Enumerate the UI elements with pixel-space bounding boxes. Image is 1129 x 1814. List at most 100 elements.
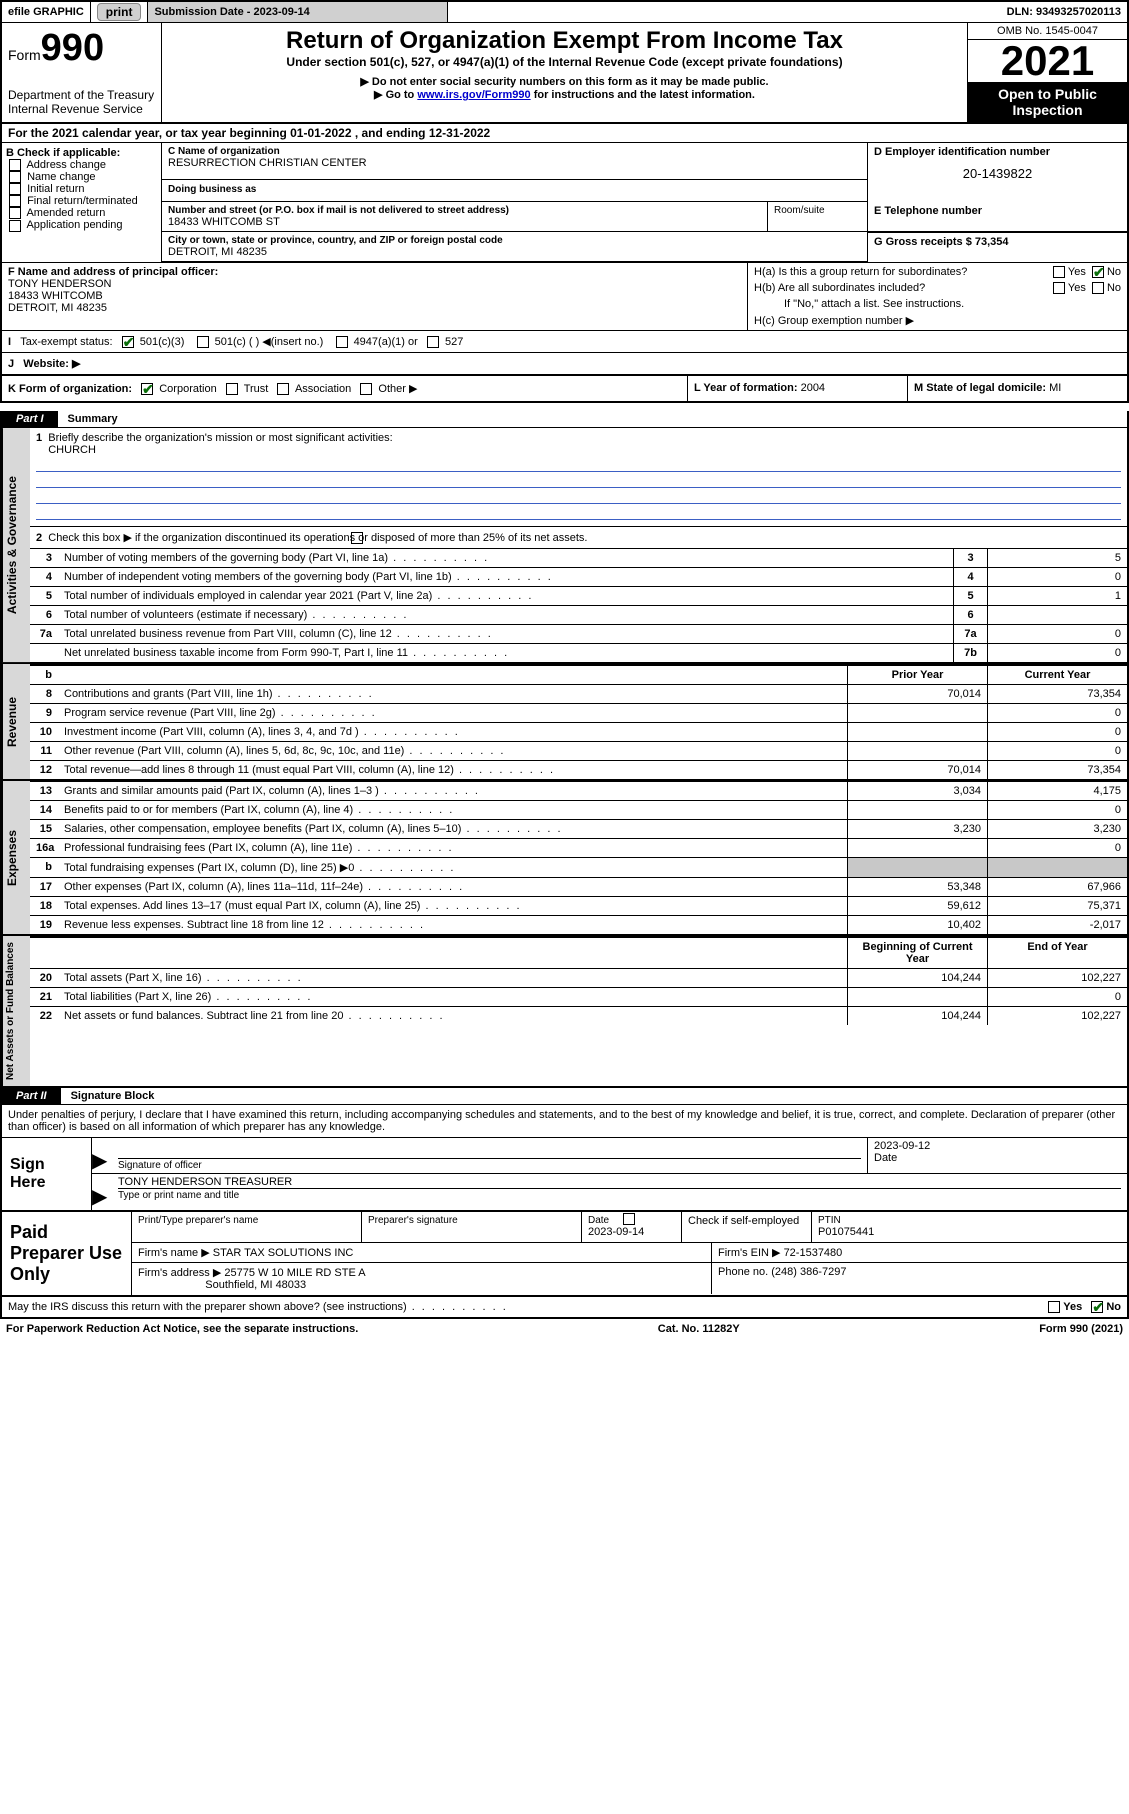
- table-row: 9 Program service revenue (Part VIII, li…: [30, 703, 1127, 722]
- na-header-row: Beginning of Current Year End of Year: [30, 936, 1127, 968]
- discuss-no-checkbox[interactable]: [1091, 1301, 1103, 1313]
- row-num: b: [30, 858, 58, 877]
- prep-name-label: Print/Type preparer's name: [138, 1215, 355, 1226]
- goto-pre: ▶ Go to: [374, 89, 417, 101]
- row-prior: [847, 742, 987, 760]
- row-desc: Total number of individuals employed in …: [58, 587, 953, 605]
- discuss-no: No: [1106, 1301, 1121, 1313]
- row-desc: Benefits paid to or for members (Part IX…: [58, 801, 847, 819]
- rev-section: Revenue b Prior Year Current Year 8 Cont…: [0, 664, 1129, 781]
- 527-checkbox[interactable]: [427, 336, 439, 348]
- ha-yes: Yes: [1068, 266, 1086, 278]
- discuss-yes-checkbox[interactable]: [1048, 1301, 1060, 1313]
- submission-date: Submission Date - 2023-09-14: [148, 2, 448, 22]
- checkbox-name-change[interactable]: [9, 171, 21, 183]
- hdr-prior: Prior Year: [847, 666, 987, 684]
- checkbox-app-pending[interactable]: [9, 220, 21, 232]
- phone-value: (248) 386-7297: [771, 1266, 846, 1278]
- row-current: 0: [987, 801, 1127, 819]
- preparer-title: Paid Preparer Use Only: [2, 1212, 132, 1295]
- checkbox-address-change[interactable]: [9, 159, 21, 171]
- mission-line: [36, 474, 1121, 488]
- row-current: 0: [987, 704, 1127, 722]
- checkbox-amended[interactable]: [9, 207, 21, 219]
- telephone-label: E Telephone number: [874, 205, 1121, 217]
- section-b-header: B Check if applicable:: [6, 147, 157, 159]
- officer-printed-name: TONY HENDERSON TREASURER: [118, 1176, 1121, 1188]
- ha-yes-checkbox[interactable]: [1053, 266, 1065, 278]
- form-header: Form990 Department of the Treasury Inter…: [0, 22, 1129, 124]
- dept-label: Department of the Treasury: [8, 88, 155, 102]
- q1-value: CHURCH: [48, 444, 96, 456]
- officer-name-label: Type or print name and title: [118, 1188, 1121, 1201]
- hb-yes-checkbox[interactable]: [1053, 282, 1065, 294]
- row-box: 3: [953, 549, 987, 567]
- row-current: 102,227: [987, 1007, 1127, 1025]
- website-label: Website: ▶: [23, 358, 80, 370]
- rev-side-label: Revenue: [2, 664, 30, 779]
- street-label: Number and street (or P.O. box if mail i…: [168, 205, 761, 216]
- q1-label: Briefly describe the organization's miss…: [48, 432, 392, 444]
- row-num: 16a: [30, 839, 58, 857]
- row-num: 8: [30, 685, 58, 703]
- k-label: K Form of organization:: [8, 383, 132, 395]
- sign-here-label: Sign Here: [2, 1138, 92, 1210]
- row-desc: Total liabilities (Part X, line 26): [58, 988, 847, 1006]
- row-prior: [847, 858, 987, 877]
- paperwork-notice: For Paperwork Reduction Act Notice, see …: [6, 1323, 358, 1335]
- row-desc: Other revenue (Part VIII, column (A), li…: [58, 742, 847, 760]
- officer-city: DETROIT, MI 48235: [8, 302, 741, 314]
- row-prior: 104,244: [847, 969, 987, 987]
- assoc-checkbox[interactable]: [277, 383, 289, 395]
- goto-post: for instructions and the latest informat…: [531, 89, 755, 101]
- table-row: 5 Total number of individuals employed i…: [30, 586, 1127, 605]
- row-box: 7b: [953, 644, 987, 662]
- 501c-checkbox[interactable]: [197, 336, 209, 348]
- row-prior: 70,014: [847, 761, 987, 779]
- row-current: 0: [987, 839, 1127, 857]
- corp-checkbox[interactable]: [141, 383, 153, 395]
- opt-4947: 4947(a)(1) or: [354, 336, 418, 348]
- self-emp-checkbox[interactable]: [623, 1213, 635, 1225]
- trust-checkbox[interactable]: [226, 383, 238, 395]
- opt-other: Other ▶: [378, 383, 417, 395]
- row-current: 4,175: [987, 782, 1127, 800]
- efile-label: efile GRAPHIC: [2, 2, 91, 22]
- tax-year: 2021: [968, 40, 1127, 82]
- ptin-label: PTIN: [818, 1215, 1121, 1226]
- form-label: Form: [8, 47, 41, 63]
- ha-no-checkbox[interactable]: [1092, 266, 1104, 278]
- row-num: 9: [30, 704, 58, 722]
- row-box: 6: [953, 606, 987, 624]
- other-checkbox[interactable]: [360, 383, 372, 395]
- table-row: 7a Total unrelated business revenue from…: [30, 624, 1127, 643]
- row-desc: Number of voting members of the governin…: [58, 549, 953, 567]
- row-current: -2,017: [987, 916, 1127, 934]
- prep-date: 2023-09-14: [588, 1226, 675, 1238]
- table-row: 17 Other expenses (Part IX, column (A), …: [30, 877, 1127, 896]
- 501c3-checkbox[interactable]: [122, 336, 134, 348]
- gross-value: 73,354: [975, 236, 1009, 248]
- row-prior: [847, 839, 987, 857]
- row-prior: 3,230: [847, 820, 987, 838]
- q2-checkbox[interactable]: [351, 532, 363, 544]
- hb-yes: Yes: [1068, 282, 1086, 294]
- row-desc: Net assets or fund balances. Subtract li…: [58, 1007, 847, 1025]
- hb-no-checkbox[interactable]: [1092, 282, 1104, 294]
- lbl-name-change: Name change: [27, 171, 96, 183]
- mission-line: [36, 458, 1121, 472]
- row-num: 14: [30, 801, 58, 819]
- 4947-checkbox[interactable]: [336, 336, 348, 348]
- form990-link[interactable]: www.irs.gov/Form990: [417, 89, 530, 101]
- checkbox-initial-return[interactable]: [9, 183, 21, 195]
- row-prior: [847, 988, 987, 1006]
- table-row: 14 Benefits paid to or for members (Part…: [30, 800, 1127, 819]
- opt-assoc: Association: [295, 383, 351, 395]
- print-button[interactable]: print: [97, 3, 142, 21]
- form-title: Return of Organization Exempt From Incom…: [166, 27, 963, 55]
- gross-label: G Gross receipts $: [874, 236, 972, 248]
- row-current: 0: [987, 988, 1127, 1006]
- discuss-row: May the IRS discuss this return with the…: [0, 1297, 1129, 1319]
- row-desc: Program service revenue (Part VIII, line…: [58, 704, 847, 722]
- checkbox-final-return[interactable]: [9, 195, 21, 207]
